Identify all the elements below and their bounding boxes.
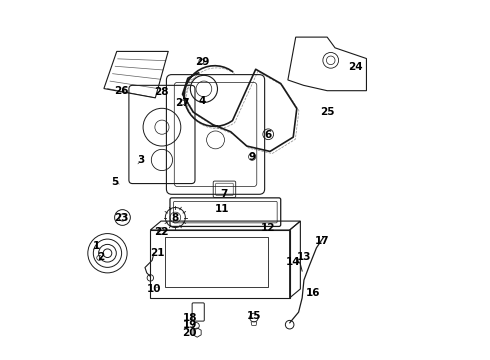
Text: 5: 5 bbox=[111, 177, 118, 187]
Text: 18: 18 bbox=[182, 312, 197, 323]
Text: 15: 15 bbox=[246, 311, 261, 321]
Text: 7: 7 bbox=[220, 189, 227, 199]
Text: 28: 28 bbox=[154, 87, 168, 98]
Text: 25: 25 bbox=[320, 107, 334, 117]
Text: 16: 16 bbox=[306, 288, 320, 297]
Text: 24: 24 bbox=[348, 63, 363, 72]
Text: 27: 27 bbox=[175, 98, 190, 108]
Text: 26: 26 bbox=[115, 86, 129, 96]
Text: 1: 1 bbox=[93, 241, 100, 251]
Text: 29: 29 bbox=[195, 57, 209, 67]
Text: 8: 8 bbox=[172, 212, 179, 222]
Text: 9: 9 bbox=[248, 152, 256, 162]
Text: 2: 2 bbox=[97, 252, 104, 262]
Text: 6: 6 bbox=[265, 130, 272, 140]
Text: 14: 14 bbox=[286, 257, 300, 267]
Text: 23: 23 bbox=[115, 212, 129, 222]
Text: 10: 10 bbox=[147, 284, 161, 294]
Text: 17: 17 bbox=[315, 236, 329, 246]
Text: 21: 21 bbox=[150, 248, 165, 258]
Text: 19: 19 bbox=[182, 320, 197, 330]
Text: 11: 11 bbox=[215, 203, 229, 213]
Text: 22: 22 bbox=[154, 227, 168, 237]
Text: 4: 4 bbox=[198, 96, 206, 107]
Text: 13: 13 bbox=[296, 252, 311, 262]
Text: 3: 3 bbox=[138, 156, 145, 165]
Text: 20: 20 bbox=[182, 328, 197, 338]
Text: 12: 12 bbox=[261, 223, 275, 233]
